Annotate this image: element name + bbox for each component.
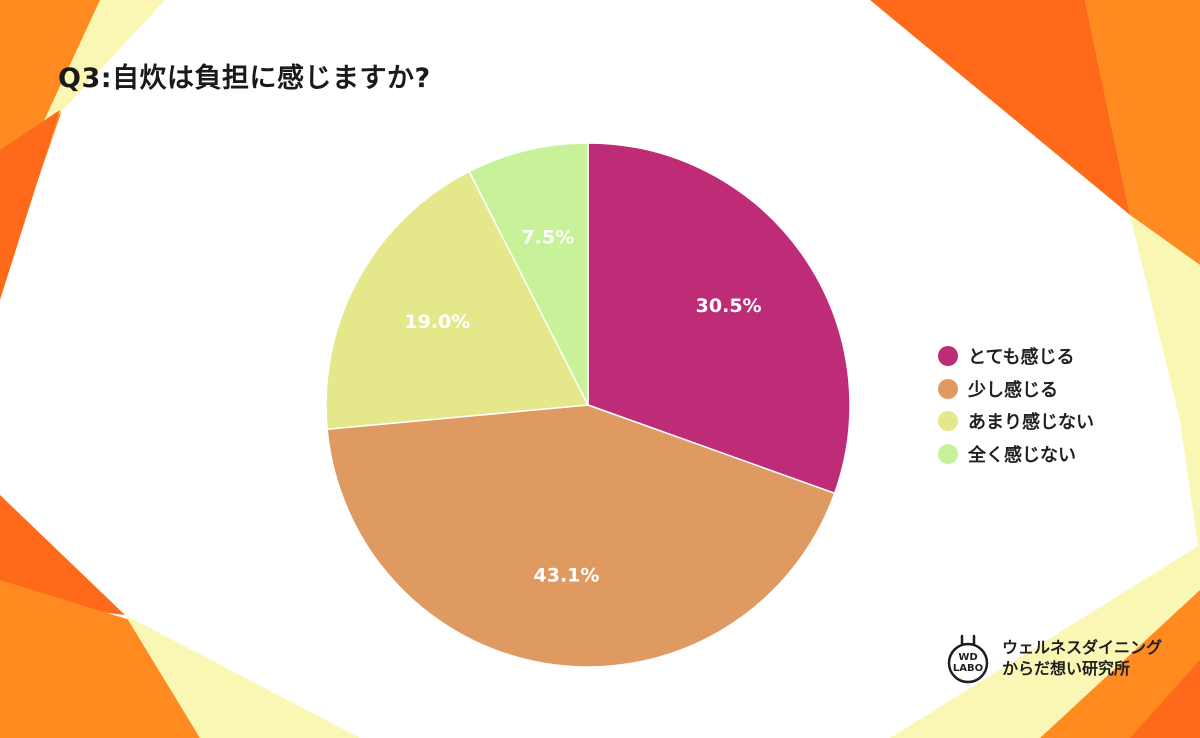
pie-value-label: 19.0% [404,311,470,333]
legend-item: 少し感じる [938,373,1094,406]
bg-shape-topright-orange [1085,0,1200,265]
legend-label: あまり感じない [968,412,1094,434]
legend-swatch [938,443,958,464]
bg-shape-bottomright-yellow [890,545,1200,738]
legend-swatch [938,346,958,367]
logo-wordmark: ウェルネスダイニング からだ想い研究所 [1002,637,1162,679]
pie-slice [325,170,590,431]
legend-label: とても感じる [968,347,1075,369]
pie-slice [587,142,851,495]
legend-label: 少し感じる [968,379,1058,401]
pie-value-labels: 30.5% 43.1% 19.0% 7.5% [404,227,761,587]
bg-shape-bottomright-orange [1040,590,1200,738]
bg-shape-bottomright-deep [1130,660,1200,738]
brand-logo: WD LABO ウェルネスダイニング からだ想い研究所 [946,632,1162,684]
pie-slice [468,142,589,406]
bg-shape-topleft-yellow [35,0,165,140]
logo-mark-labo: LABO [952,663,984,674]
pie-slices [325,142,851,668]
bg-shape-bottomleft-deep [0,495,125,615]
chart-legend: とても感じる 少し感じる あまり感じない 全く感じない [938,340,1094,470]
pie-value-label: 7.5% [522,227,575,249]
legend-label: 全く感じない [968,444,1076,466]
pie-value-label: 30.5% [696,295,762,317]
bg-shape-topright-deep [870,0,1130,215]
logo-line-2: からだ想い研究所 [1002,659,1131,678]
pie-value-label: 43.1% [534,565,600,587]
logo-line-1: ウェルネスダイニング [1002,638,1163,657]
legend-swatch [938,378,958,399]
legend-item: あまり感じない [938,405,1094,438]
bg-shape-bottomleft-orange [0,580,200,738]
bg-shape-topleft-deep [0,110,60,300]
pie-slice [326,404,836,668]
logo-mark-wd: WD [958,652,978,663]
chart-title: Q3:自炊は負担に感じますか? [58,63,431,94]
legend-item: 全く感じない [938,438,1094,471]
bg-shape-topright-yellow [1130,215,1200,560]
bg-shape-bottomleft-yellow [125,615,360,738]
legend-item: とても感じる [938,340,1094,373]
legend-swatch [938,411,958,432]
wd-labo-flask-icon: WD LABO [946,632,990,684]
